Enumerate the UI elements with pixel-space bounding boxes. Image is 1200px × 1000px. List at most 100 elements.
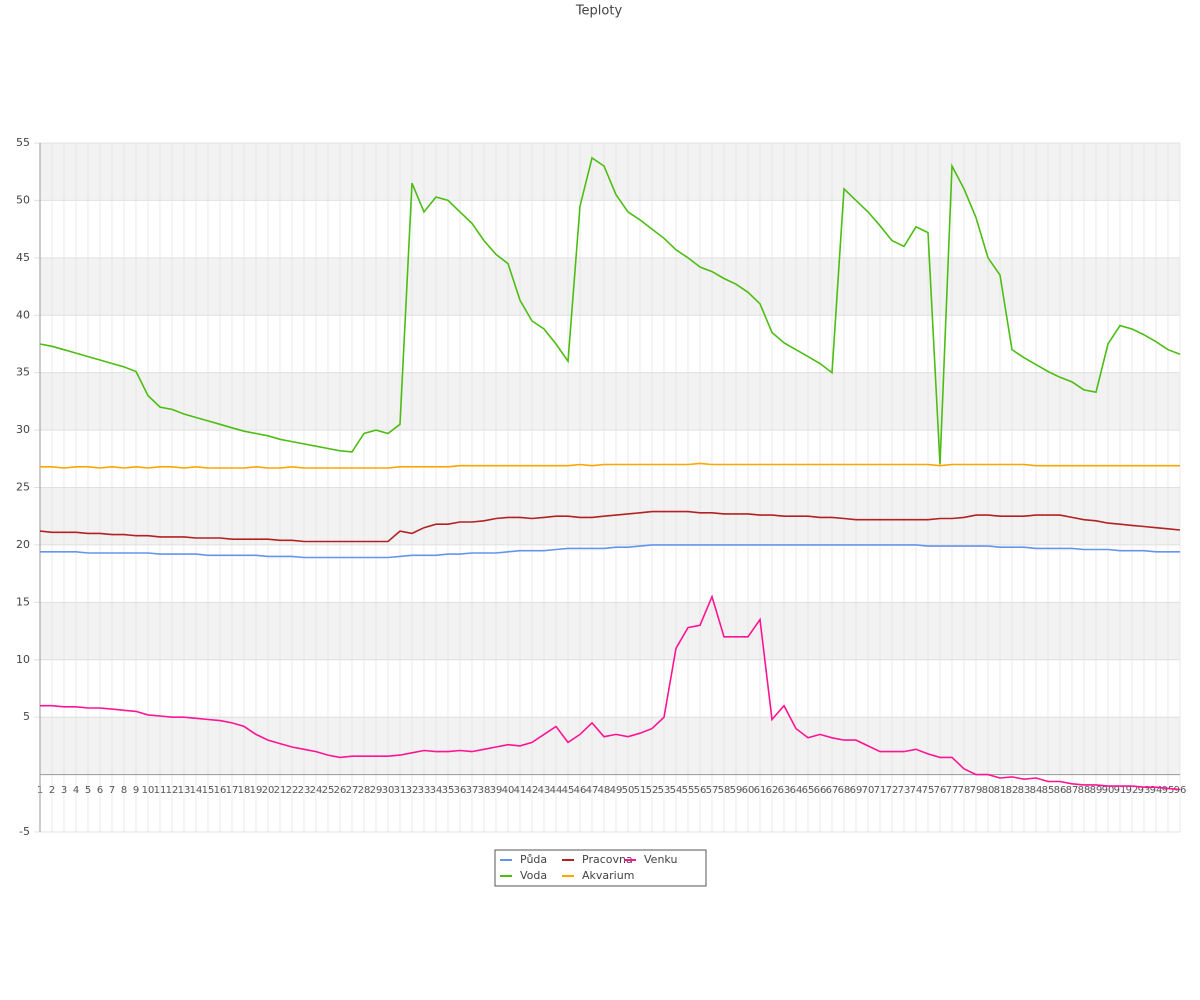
x-tick-label: 9: [133, 785, 139, 796]
x-tick-label: 42: [526, 785, 539, 796]
y-tick-label: 35: [16, 366, 30, 379]
x-tick-label: 19: [250, 785, 263, 796]
x-tick-label: 89: [1090, 785, 1103, 796]
x-tick-label: 63: [778, 785, 791, 796]
series-line: [40, 594, 1181, 791]
legend-label: Pracovna: [582, 853, 633, 866]
x-tick-label: 55: [682, 785, 695, 796]
x-tick-label: 67: [826, 785, 839, 796]
legend-box: [494, 849, 707, 887]
x-tick-label: 11: [154, 785, 167, 796]
x-tick-label: 68: [838, 785, 851, 796]
grid-band: [40, 257, 1180, 316]
x-tick-label: 71: [874, 785, 887, 796]
grid-band: [40, 717, 1180, 775]
x-tick-label: 35: [442, 785, 455, 796]
chart-title: Teploty: [575, 4, 623, 19]
x-tick-label: 26: [334, 785, 347, 796]
x-tick-label: 15: [202, 785, 215, 796]
grid-band: [40, 372, 1180, 431]
x-tick-label: 79: [970, 785, 983, 796]
x-tick-label: 39: [490, 785, 503, 796]
x-tick-label: 14: [190, 785, 203, 796]
x-tick-label: 76: [934, 785, 947, 796]
x-tick-label: 32: [406, 785, 419, 796]
x-tick-label: 64: [790, 785, 803, 796]
x-tick-label: 7: [109, 785, 115, 796]
y-tick-label: 20: [16, 538, 30, 551]
x-tick-label: 18: [238, 785, 251, 796]
x-tick-label: 80: [982, 785, 995, 796]
grid-band: [40, 143, 1180, 201]
y-tick-label: 10: [16, 653, 30, 666]
x-tick-label: 44: [550, 785, 563, 796]
x-tick-label: 30: [382, 785, 395, 796]
plot-background: [40, 143, 1180, 775]
x-tick-label: 82: [1006, 785, 1019, 796]
x-tick-label: 77: [946, 785, 959, 796]
x-tick-label: 62: [766, 785, 779, 796]
x-tick-label: 29: [370, 785, 383, 796]
x-tick-label: 47: [586, 785, 599, 796]
x-tick-label: 93: [1138, 785, 1151, 796]
y-tick-label: 5: [23, 710, 30, 723]
x-tick-label: 16: [214, 785, 227, 796]
x-tick-label: 54: [670, 785, 683, 796]
x-tick-label: 90: [1102, 785, 1115, 796]
x-tick-label: 5: [85, 785, 91, 796]
x-tick-label: 96: [1174, 785, 1187, 796]
x-tick-label: 27: [346, 785, 359, 796]
series-line: [40, 544, 1180, 559]
x-tick-label: 13: [178, 785, 191, 796]
x-tick-label: 12: [166, 785, 179, 796]
x-tick-label: 8: [121, 785, 127, 796]
series-line: [40, 462, 1180, 469]
x-tick-label: 37: [466, 785, 479, 796]
x-tick-label: 69: [850, 785, 863, 796]
x-tick-label: 40: [502, 785, 515, 796]
legend-label: Půda: [520, 853, 547, 866]
x-tick-label: 46: [574, 785, 587, 796]
x-tick-label: 92: [1126, 785, 1139, 796]
x-tick-label: 56: [694, 785, 707, 796]
y-tick-label: 50: [16, 193, 30, 206]
x-tick-label: 59: [730, 785, 743, 796]
x-tick-label: 85: [1042, 785, 1055, 796]
legend-label: Akvarium: [582, 869, 634, 882]
x-tick-label: 88: [1078, 785, 1091, 796]
x-tick-label: 60: [742, 785, 755, 796]
x-tick-label: 24: [310, 785, 323, 796]
x-tick-label: 48: [598, 785, 611, 796]
x-tick-label: 50: [622, 785, 635, 796]
x-tick-label: 31: [394, 785, 407, 796]
x-tick-label: 83: [1018, 785, 1031, 796]
x-tick-label: 49: [610, 785, 623, 796]
x-tick-label: 65: [802, 785, 815, 796]
x-tick-label: 73: [898, 785, 911, 796]
x-tick-label: 86: [1054, 785, 1067, 796]
x-tick-label: 23: [298, 785, 311, 796]
x-tick-label: 22: [286, 785, 299, 796]
legend-label: Venku: [644, 853, 677, 866]
x-tick-label: 66: [814, 785, 827, 796]
x-tick-label: 94: [1150, 785, 1163, 796]
x-tick-label: 33: [418, 785, 431, 796]
y-tick-label: 45: [16, 251, 30, 264]
x-tick-label: 20: [262, 785, 275, 796]
x-tick-label: 84: [1030, 785, 1043, 796]
x-tick-label: 75: [922, 785, 935, 796]
x-tick-label: 45: [562, 785, 575, 796]
x-tick-label: 52: [646, 785, 659, 796]
y-tick-label: 40: [16, 308, 30, 321]
x-tick-label: 95: [1162, 785, 1175, 796]
x-tick-label: 21: [274, 785, 287, 796]
x-tick-label: 78: [958, 785, 971, 796]
x-tick-label: 6: [97, 785, 103, 796]
x-tick-label: 81: [994, 785, 1007, 796]
x-tick-label: 2: [49, 785, 55, 796]
x-tick-label: 87: [1066, 785, 1079, 796]
y-tick-label: 30: [16, 423, 30, 436]
series-line: [39, 156, 1181, 465]
x-tick-label: 51: [634, 785, 647, 796]
x-tick-label: 36: [454, 785, 467, 796]
